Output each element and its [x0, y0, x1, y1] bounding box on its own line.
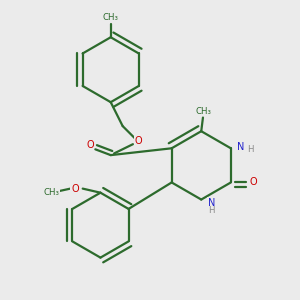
Text: O: O	[250, 178, 257, 188]
Text: CH₃: CH₃	[196, 107, 212, 116]
Text: N: N	[237, 142, 245, 152]
Text: O: O	[86, 140, 94, 150]
Text: CH₃: CH₃	[103, 13, 119, 22]
Text: O: O	[134, 136, 142, 146]
Text: O: O	[71, 184, 79, 194]
Text: CH₃: CH₃	[44, 188, 60, 196]
Text: N: N	[208, 198, 215, 208]
Text: H: H	[247, 145, 253, 154]
Text: H: H	[208, 206, 215, 215]
